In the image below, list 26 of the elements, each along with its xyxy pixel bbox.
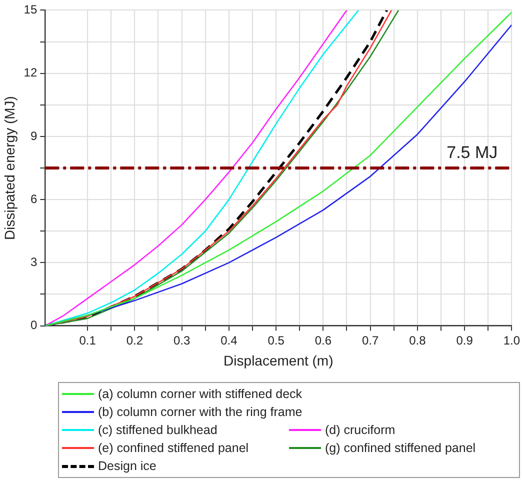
legend-label: Design ice [98,459,156,473]
legend-label: (b) column corner with the ring frame [98,405,302,419]
x-tick-label: 0.4 [220,333,238,348]
legend-label: (g) confined stiffened panel [325,441,476,455]
legend-label: (d) cruciform [325,423,396,437]
legend-label: (a) column corner with stiffened deck [98,387,302,401]
x-tick-label: 0.7 [362,333,379,348]
y-tick-label: 9 [30,128,38,143]
y-tick-label: 15 [24,2,38,17]
x-axis-title: Displacement (m) [224,352,334,368]
y-tick-label: 3 [30,254,38,269]
x-tick-label: 0.9 [456,333,474,348]
legend-label: (e) confined stiffened panel [98,441,249,455]
x-tick-label: 0.2 [126,333,144,348]
x-tick-label: 0.6 [314,333,332,348]
ref-line-label: 7.5 MJ [446,143,498,162]
x-tick-label: 0.1 [79,333,96,348]
x-tick-label: 1.0 [503,333,520,348]
y-axis-title: Dissipated energy (MJ) [1,96,18,240]
y-tick-label: 12 [24,66,38,80]
x-tick-label: 0.8 [409,333,426,348]
x-tick-label: 0.5 [268,333,285,348]
x-tick-label: 0.3 [173,333,190,348]
y-tick-label: 0 [30,318,38,332]
y-tick-label: 6 [30,192,38,206]
legend-label: (c) stiffened bulkhead [98,423,218,437]
